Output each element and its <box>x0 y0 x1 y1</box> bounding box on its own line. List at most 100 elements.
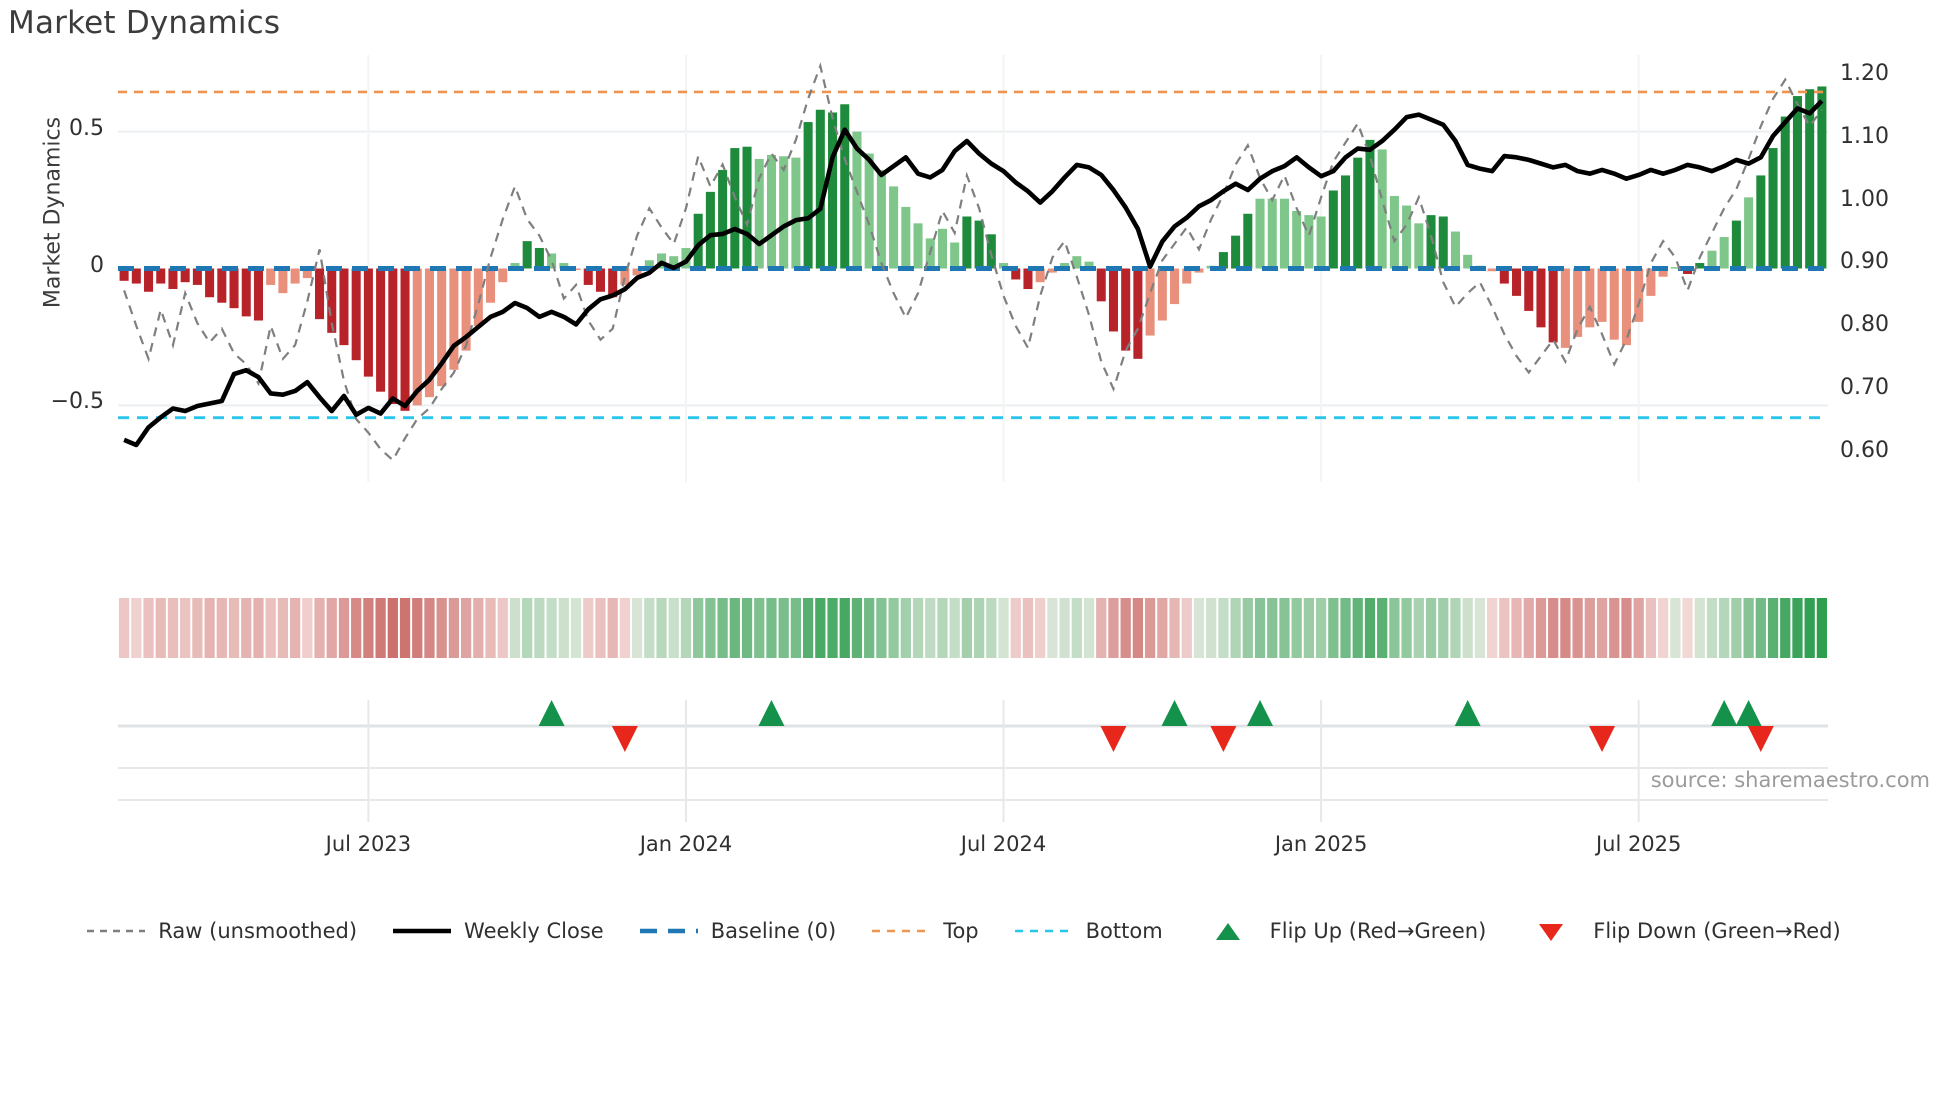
legend-item-baseline-line[interactable]: Baseline (0) <box>638 918 836 944</box>
heat-cell <box>1206 598 1217 658</box>
heat-cell <box>1254 598 1266 658</box>
heat-cell <box>1657 598 1669 658</box>
dynamics-bar <box>595 268 605 292</box>
source-caption: source: sharemaestro.com <box>1650 768 1930 792</box>
dynamics-bar <box>119 268 129 281</box>
heat-cell <box>1767 598 1779 658</box>
legend-item-raw-dashed[interactable]: Raw (unsmoothed) <box>85 918 357 944</box>
dynamics-bar <box>1353 157 1363 269</box>
heat-cell <box>1535 598 1547 658</box>
heat-cell <box>986 598 997 658</box>
heat-cell <box>1413 598 1424 658</box>
heat-cell <box>167 598 179 658</box>
heat-cell <box>717 598 728 658</box>
dynamics-bar <box>1744 197 1754 269</box>
dynamics-bar <box>1108 268 1118 332</box>
flip-down-marker <box>1100 726 1127 752</box>
legend-item-bottom-line[interactable]: Bottom <box>1013 918 1163 944</box>
dynamics-bar <box>1792 96 1802 269</box>
heat-cell <box>1267 598 1278 658</box>
dynamics-bar <box>889 186 899 269</box>
heat-cell <box>607 598 618 658</box>
dynamics-bar <box>1267 198 1277 269</box>
x-tick: Jan 2024 <box>639 832 733 856</box>
legend-item-flip-down-marker[interactable]: Flip Down (Green→Red) <box>1520 918 1841 944</box>
heat-cell <box>1743 598 1754 658</box>
heat-cell <box>631 598 643 658</box>
heat-cell <box>729 598 740 658</box>
heat-cell <box>314 598 325 658</box>
legend-label: Bottom <box>1085 919 1163 943</box>
dynamics-bar <box>534 247 544 269</box>
dynamics-bar <box>1145 268 1155 336</box>
dynamics-bar <box>901 206 911 269</box>
dynamics-bar <box>1780 116 1790 269</box>
dynamics-bar <box>1414 223 1424 269</box>
y-tick-right: 1.10 <box>1840 123 1889 149</box>
heat-cell <box>754 598 765 658</box>
heat-cell <box>778 598 789 658</box>
dynamics-bar <box>1805 89 1815 269</box>
legend-item-weekly-close-line[interactable]: Weekly Close <box>391 918 604 944</box>
weekly-close-path <box>123 99 1824 448</box>
dynamics-bar <box>473 268 483 326</box>
dynamics-bar <box>937 228 947 269</box>
heat-cell <box>1022 598 1034 658</box>
legend-item-top-line[interactable]: Top <box>870 918 979 944</box>
dynamics-bar <box>1304 215 1314 269</box>
dynamics-bar <box>803 122 813 269</box>
heat-cell <box>143 598 154 658</box>
dynamics-bar <box>1170 268 1180 305</box>
heat-cell <box>424 598 435 658</box>
heat-cell <box>925 598 936 658</box>
heat-cell <box>363 598 374 658</box>
heat-cell <box>1548 598 1559 658</box>
heat-cell <box>1181 598 1192 658</box>
dynamics-bar <box>1341 175 1351 269</box>
chart-legend: Raw (unsmoothed) Weekly Close Baseline (0)… <box>0 918 1960 944</box>
dynamics-bar <box>1426 215 1436 269</box>
dynamics-bar <box>705 191 715 269</box>
heat-cell <box>1621 598 1632 658</box>
page-title: Market Dynamics <box>8 5 281 41</box>
dynamics-bar <box>669 256 679 269</box>
dynamics-bar <box>1512 268 1522 296</box>
heat-cell <box>375 598 386 658</box>
heat-cell <box>302 598 313 658</box>
dynamics-bar <box>1328 190 1338 269</box>
heat-cell <box>485 598 496 658</box>
heat-cell <box>155 598 166 658</box>
heat-cell <box>1499 598 1510 658</box>
y-tick-left: −0.5 <box>50 389 104 415</box>
heat-cell <box>241 598 252 658</box>
heat-cell <box>522 598 533 658</box>
dynamics-bar <box>1316 216 1326 269</box>
heat-cell <box>1364 598 1376 658</box>
dynamics-bar <box>1047 268 1057 273</box>
dynamics-bar <box>1011 268 1021 280</box>
y-tick-right: 0.80 <box>1840 312 1889 338</box>
dynamics-bar <box>1683 268 1693 274</box>
dynamics-bar <box>229 268 239 309</box>
dynamics-bar <box>1756 175 1766 269</box>
heat-cell <box>509 598 521 658</box>
heat-cell <box>1450 598 1461 658</box>
heat-cell <box>1425 598 1437 658</box>
heat-cell <box>1609 598 1620 658</box>
dynamics-bar <box>1450 231 1460 269</box>
heat-cell <box>1694 598 1705 658</box>
dynamics-bar <box>559 263 569 269</box>
dynamics-bar <box>779 156 789 269</box>
dynamics-bar <box>1060 263 1070 269</box>
dynamics-bar <box>1023 268 1033 290</box>
flip-up-marker <box>1454 700 1481 726</box>
dynamics-bar <box>278 268 288 294</box>
dynamics-bar <box>1255 198 1265 269</box>
heat-cell <box>1193 598 1205 658</box>
dynamics-bar <box>632 268 642 276</box>
heat-cell <box>338 598 350 658</box>
y-tick-left: 0.5 <box>69 115 104 141</box>
legend-item-flip-up-marker[interactable]: Flip Up (Red→Green) <box>1197 918 1486 944</box>
dynamics-bar <box>180 268 190 283</box>
